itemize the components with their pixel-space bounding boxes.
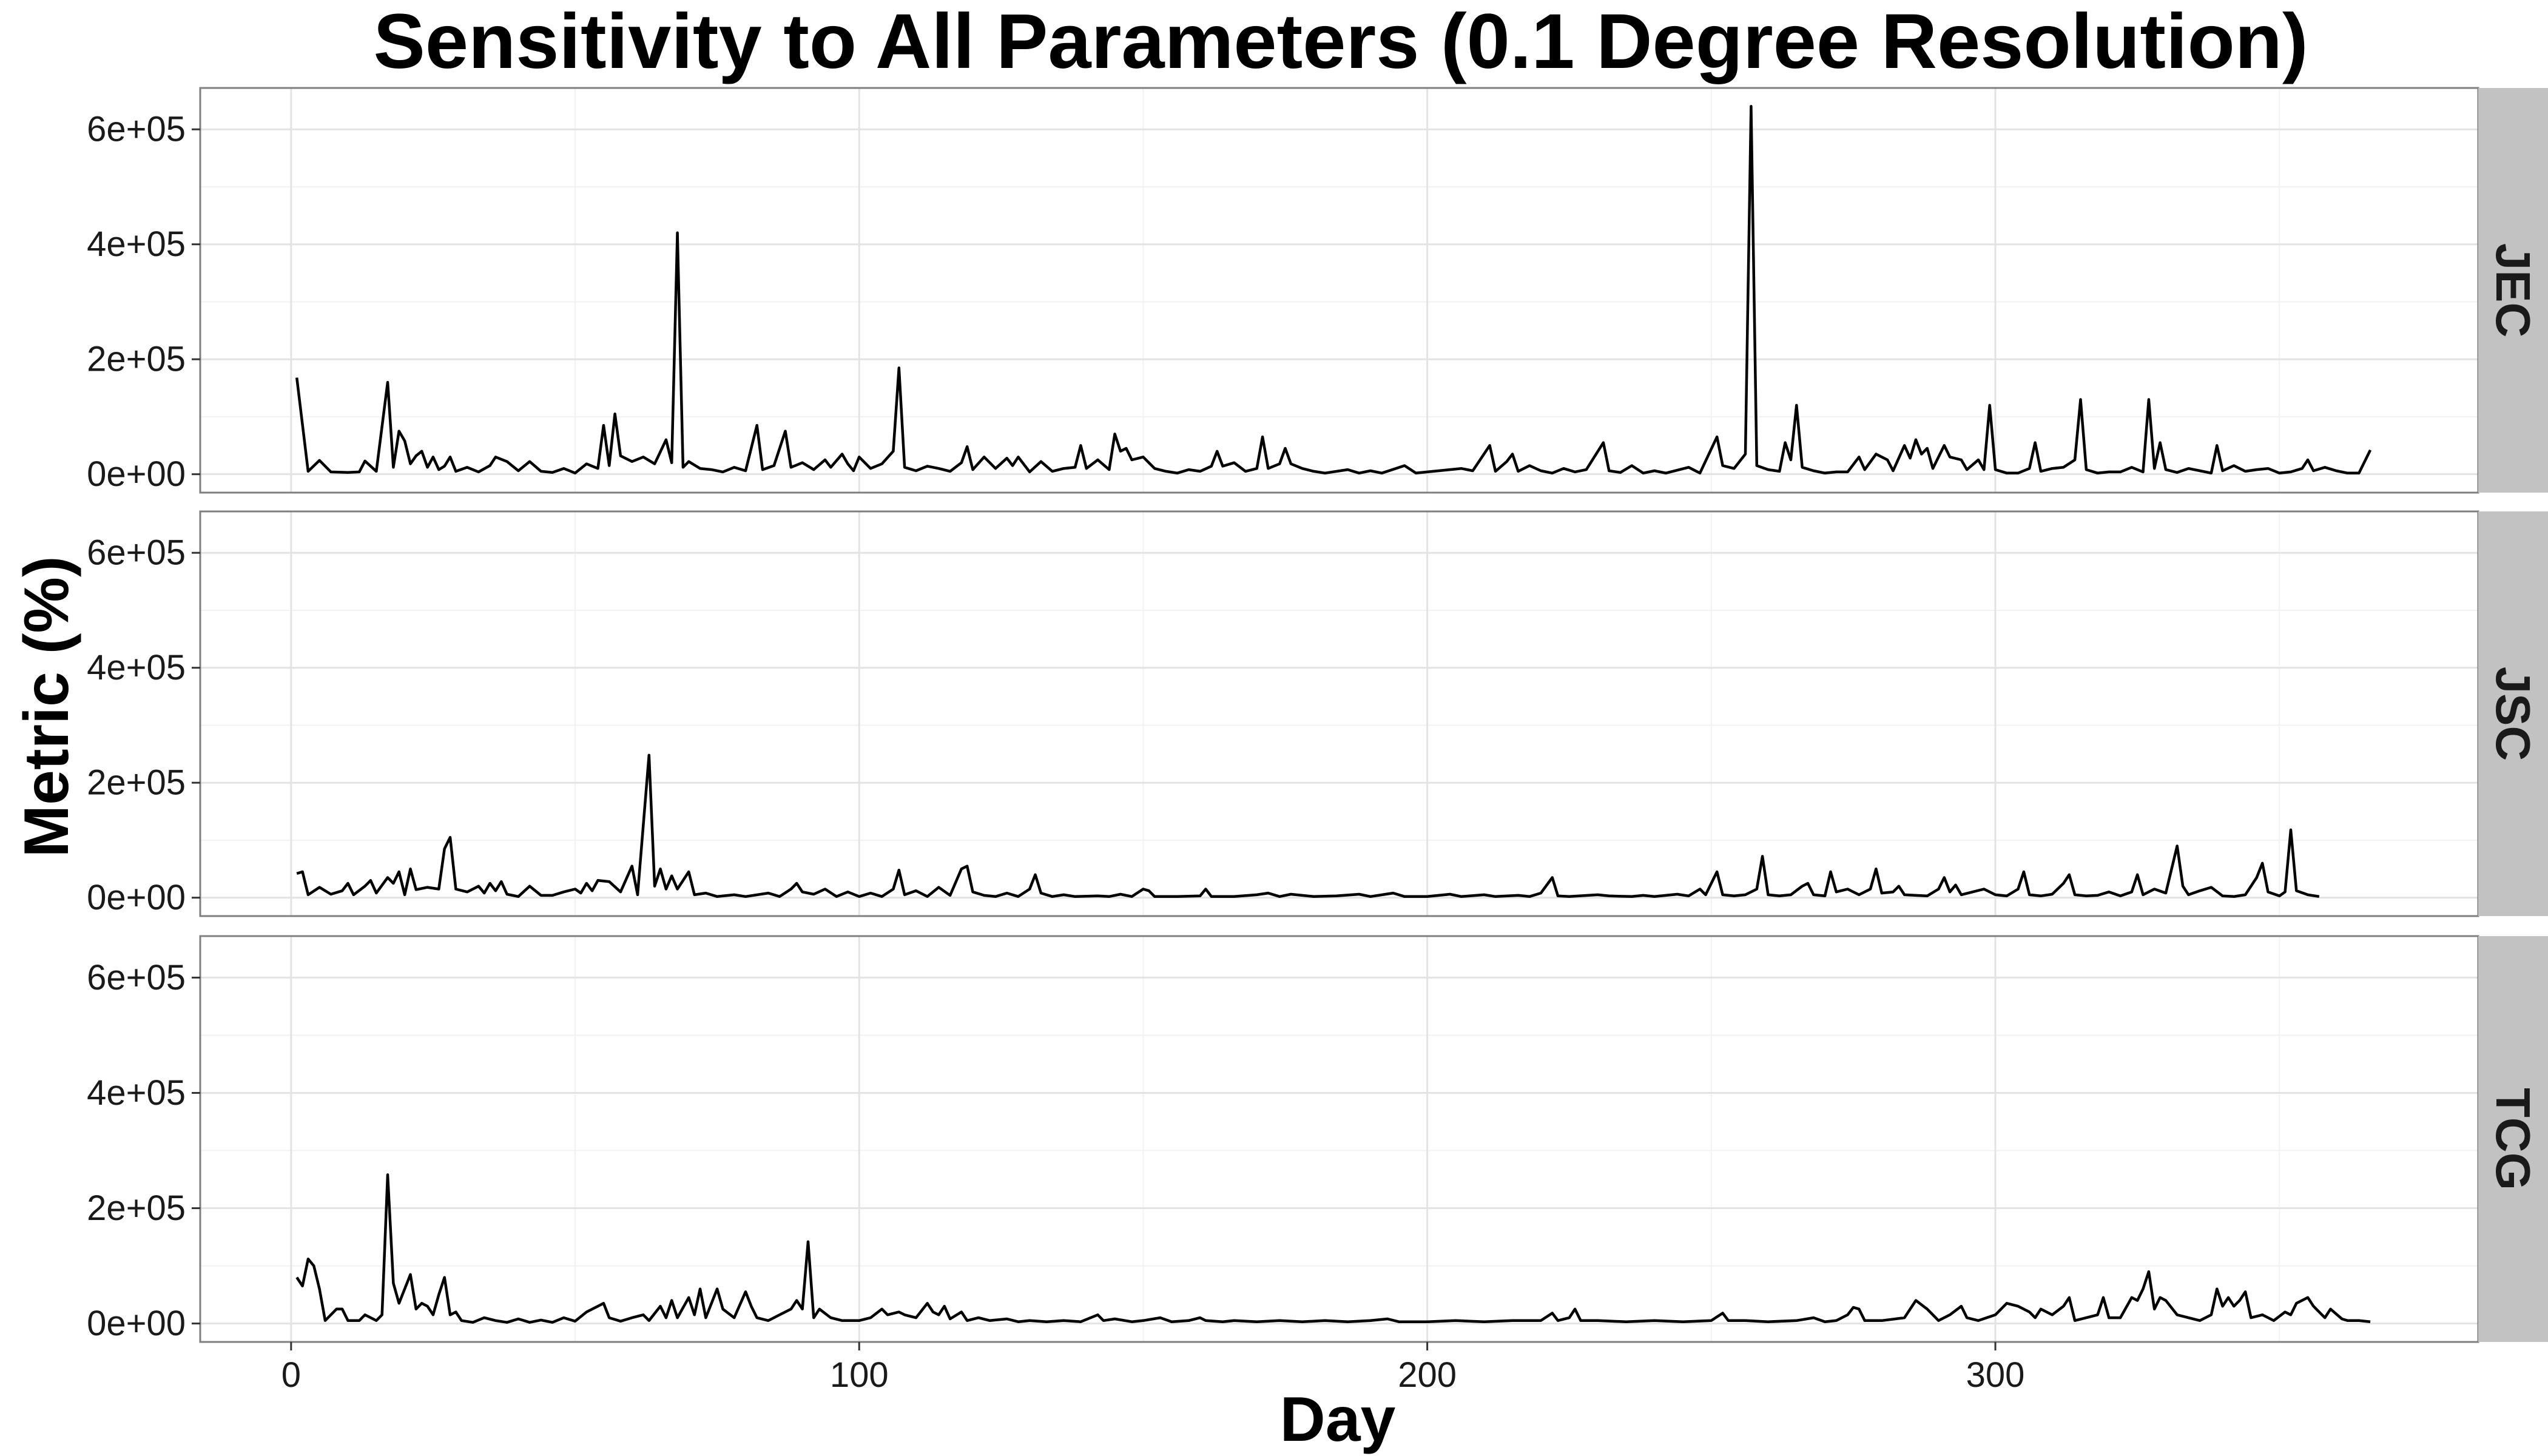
panel-jsc: JSC 0e+00 2e+05 4e+05 6e+05 <box>87 510 2548 917</box>
y-tick-label: 0e+00 <box>87 1304 186 1343</box>
y-tick-label: 4e+05 <box>87 648 186 687</box>
y-tick-label: 6e+05 <box>87 958 186 997</box>
y-tick-label: 2e+05 <box>87 340 186 379</box>
facet-panels: JEC 0e+00 2e+05 4e+05 6e+05 JSC 0e+00 2e+05 4e+0… <box>87 87 2548 1395</box>
y-tick-label: 4e+05 <box>87 1073 186 1113</box>
series-line-jsc <box>296 753 2320 898</box>
strip-label-tcg: TCG <box>2486 1088 2540 1190</box>
panel-background <box>200 511 2478 916</box>
panel-jec: JEC 0e+00 2e+05 4e+05 6e+05 <box>87 87 2548 494</box>
y-tick-label: 4e+05 <box>87 224 186 264</box>
panel-background <box>200 88 2478 493</box>
strip-background <box>2478 511 2548 916</box>
series-line-tcg <box>295 1173 2371 1324</box>
strip-background <box>2478 936 2548 1342</box>
x-tick-label: 100 <box>830 1355 889 1395</box>
x-axis-title: Day <box>1280 1384 1396 1455</box>
x-tick-label: 0 <box>281 1355 301 1395</box>
panel-background <box>200 936 2478 1342</box>
y-tick-label: 6e+05 <box>87 533 186 573</box>
y-tick-label: 6e+05 <box>87 110 186 149</box>
panel-tcg: TCG 0e+00 2e+05 4e+05 6e+05 <box>87 935 2548 1343</box>
strip-label-jsc: JSC <box>2486 667 2540 761</box>
y-tick-label: 0e+00 <box>87 878 186 917</box>
y-axis-title: Metric (%) <box>12 556 82 858</box>
x-tick-label: 300 <box>1966 1355 2025 1395</box>
chart-title: Sensitivity to All Parameters (0.1 Degre… <box>373 0 2308 85</box>
y-tick-label: 0e+00 <box>87 454 186 494</box>
strip-background <box>2478 88 2548 493</box>
y-tick-label: 2e+05 <box>87 1188 186 1228</box>
strip-label-jec: JEC <box>2486 243 2540 338</box>
y-tick-label: 2e+05 <box>87 763 186 803</box>
x-tick-label: 200 <box>1398 1355 1457 1395</box>
series-line-jec <box>295 105 2372 475</box>
